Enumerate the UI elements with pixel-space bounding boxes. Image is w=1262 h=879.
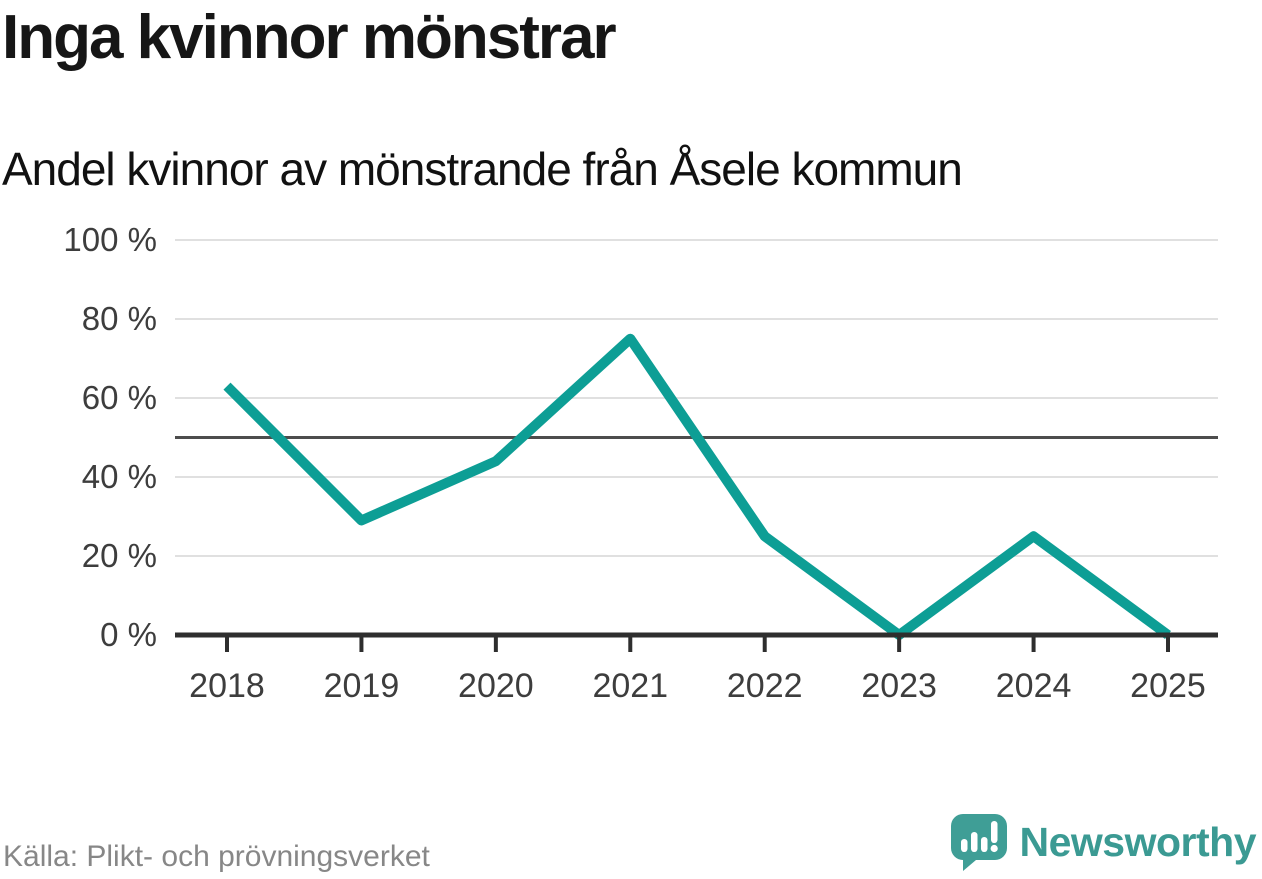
chart-title: Inga kvinnor mönstrar [2, 3, 617, 72]
x-tick-label: 2021 [592, 667, 668, 705]
y-tick-label: 40 % [82, 458, 157, 495]
y-tick-label: 20 % [82, 537, 157, 574]
y-tick-label: 0 % [100, 616, 157, 653]
x-tick-label: 2022 [727, 667, 803, 705]
trend-line [223, 333, 1171, 640]
exclamation-icon [990, 821, 998, 853]
y-tick-label: 60 % [82, 379, 157, 416]
x-tick-label: 2019 [324, 667, 400, 705]
speech-bubble-shape [950, 814, 1007, 871]
source-note: Källa: Plikt- och prövningsverket [3, 840, 430, 873]
bar-chart-icon [960, 832, 987, 852]
x-tick-label: 2018 [189, 667, 265, 705]
x-tick-label: 2024 [996, 667, 1072, 705]
newsworthy-logo-icon [950, 814, 1007, 871]
newsworthy-logo: Newsworthy [950, 813, 1257, 871]
x-tick-label: 2023 [861, 667, 937, 705]
x-tick-label: 2020 [458, 667, 534, 705]
y-tick-label: 80 % [82, 300, 157, 337]
y-tick-label: 100 % [63, 221, 157, 258]
newsworthy-wordmark: Newsworthy [1019, 818, 1257, 865]
chart-subtitle: Andel kvinnor av mönstrande från Åsele k… [2, 143, 963, 195]
x-tick-label: 2025 [1130, 667, 1206, 705]
